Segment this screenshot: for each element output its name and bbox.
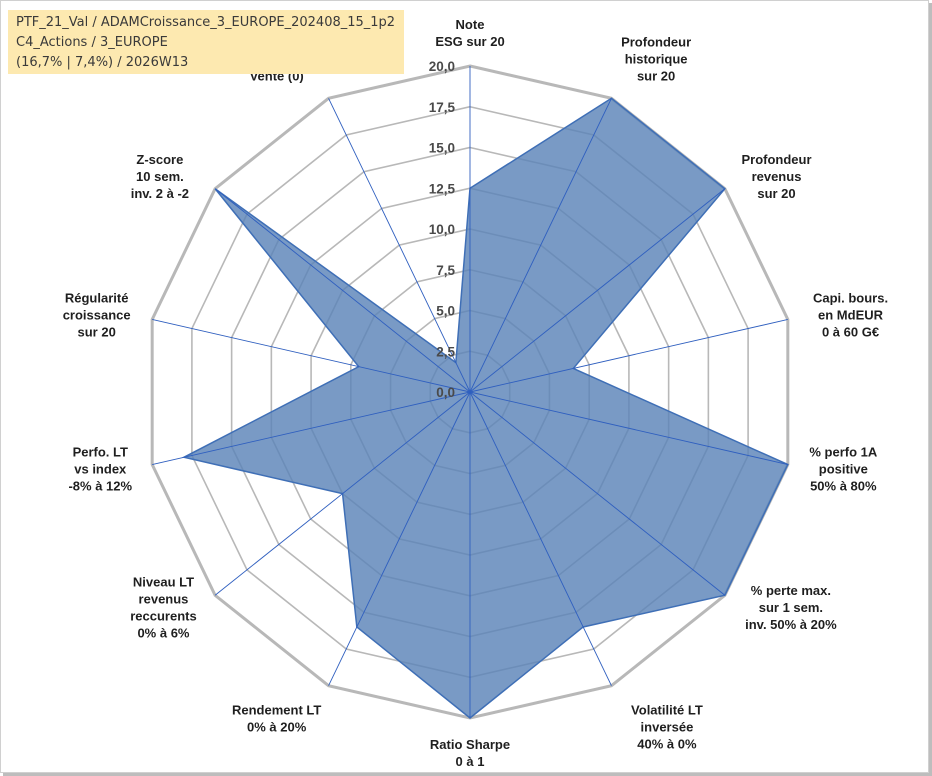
tick-label: 20,0 (429, 59, 455, 74)
tick-layer: 0,0 2,5 5,0 7,5 10,0 12,5 15,0 17,5 20,0 (429, 59, 456, 400)
tick-label: 12,5 (429, 181, 456, 196)
axis-label-0: Note ESG sur 20 (435, 17, 504, 49)
tick-label: 5,0 (436, 304, 455, 319)
axis-label-1: Profondeur historique sur 20 (621, 34, 691, 83)
spoke-8 (328, 391, 471, 686)
spoke-3 (469, 319, 788, 393)
tick-label: 7,5 (436, 263, 455, 278)
spoke-4 (469, 391, 788, 465)
axis-label-3: Capi. bours. en MdEUR 0 à 60 G€ (813, 291, 888, 340)
spoke-6 (469, 391, 612, 686)
portfolio-info-box: PTF_21_Val / ADAMCroissance_3_EUROPE_202… (8, 10, 404, 74)
axis-label-7: Ratio Sharpe 0 à 1 (430, 737, 510, 769)
axis-label-4: % perfo 1A positive 50% à 80% (809, 444, 878, 493)
tick-label: 10,0 (429, 222, 455, 237)
tick-label: 15,0 (429, 141, 455, 156)
axis-label-12: Z-score 10 sem. inv. 2 à -2 (131, 152, 189, 201)
spoke-9 (214, 391, 471, 596)
spoke-layer (152, 66, 788, 718)
spoke-10 (152, 391, 471, 465)
info-line-1: PTF_21_Val / ADAMCroissance_3_EUROPE_202… (16, 15, 396, 30)
axis-label-10: Perfo. LT vs index -8% à 12% (68, 444, 132, 493)
spoke-13 (328, 98, 471, 393)
spoke-1 (469, 98, 612, 393)
info-line-3: (16,7% | 7,4%) / 2026W13 (16, 55, 189, 70)
axis-label-5: % perte max. sur 1 sem. inv. 50% à 20% (745, 583, 837, 632)
info-line-2: C4_Actions / 3_EUROPE (16, 35, 168, 50)
spoke-11 (152, 319, 471, 393)
tick-label: 17,5 (429, 100, 456, 115)
axis-label-6: Volatilité LT inversée 40% à 0% (631, 703, 703, 752)
axis-label-9: Niveau LT revenus reccurents 0% à 6% (130, 575, 196, 641)
axis-label-2: Profondeur revenus sur 20 (741, 152, 811, 201)
tick-label: 2,5 (436, 344, 455, 359)
axis-label-8: Rendement LT 0% à 20% (232, 703, 321, 735)
spoke-12 (214, 188, 471, 393)
spoke-5 (469, 391, 726, 596)
axis-label-11: Régularité croissance sur 20 (63, 291, 131, 340)
tick-label: 0,0 (436, 385, 455, 400)
spoke-2 (469, 188, 726, 393)
